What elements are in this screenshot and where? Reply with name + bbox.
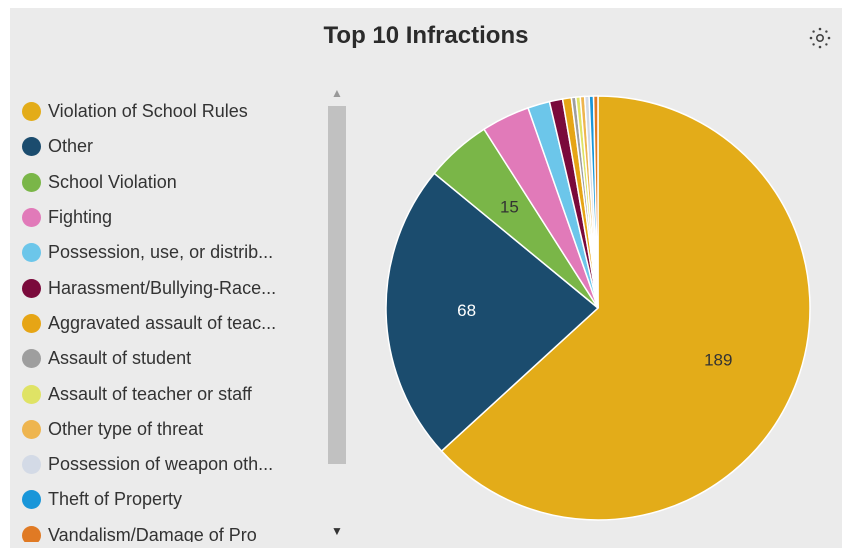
legend-item[interactable]: Assault of student [22,341,322,376]
legend-swatch [22,455,41,475]
legend-label: Assault of student [48,348,192,369]
pie-slice[interactable] [592,95,599,309]
chart-title: Top 10 Infractions [323,22,529,49]
legend-label: Theft of Property [48,489,183,510]
legend-label: Violation of School Rules [48,101,248,122]
legend-swatch [22,349,41,369]
legend-swatch [22,525,41,542]
legend-item[interactable]: Other type of threat [22,412,322,447]
legend-label: Other [48,136,94,157]
legend-label: Other type of threat [48,418,204,439]
slice-data-label: 189 [704,350,732,369]
legend-item[interactable]: Theft of Property [22,482,322,517]
slice-data-label: 68 [457,301,476,320]
legend-item[interactable]: Aggravated assault of teac... [22,306,322,341]
legend-swatch [22,490,41,510]
legend-item[interactable]: Violation of School Rules [22,94,322,129]
pie-chart: 189 68 15 [385,95,811,521]
chart-legend: Violation of School Rules Other School Vio… [22,94,322,542]
legend-swatch [22,102,41,122]
pie-slice[interactable] [385,172,600,453]
legend-label: Fighting [48,207,113,228]
legend-label: School Violation [48,171,177,192]
legend-item[interactable]: Other [22,129,322,164]
settings-icon[interactable] [808,26,832,50]
legend-swatch [22,278,41,298]
legend-label: Aggravated assault of teac... [48,312,277,333]
legend-swatch [22,313,41,333]
legend-scrollbar[interactable]: ▲ ▼ [326,84,348,540]
legend-item[interactable]: Assault of teacher or staff [22,376,322,411]
scroll-up-arrow[interactable]: ▲ [331,86,343,100]
scroll-down-arrow[interactable]: ▼ [331,524,343,538]
legend-label: Possession, use, or distrib... [48,242,274,263]
legend-swatch [22,208,41,228]
legend-swatch [22,172,41,192]
pie-slice[interactable] [440,95,811,521]
scroll-thumb[interactable] [328,106,346,464]
legend-swatch [22,243,41,263]
legend-item[interactable]: Vandalism/Damage of Pro [22,518,322,542]
chart-widget: Top 10 Infractions Violation of School R… [10,8,842,548]
legend-swatch [22,137,41,157]
legend-label: Possession of weapon oth... [48,454,274,475]
legend-label: Vandalism/Damage of Pro [48,524,257,542]
legend-item[interactable]: Possession of weapon oth... [22,447,322,482]
legend-item[interactable]: School Violation [22,165,322,200]
slice-data-label: 15 [500,198,519,217]
legend-item[interactable]: Possession, use, or distrib... [22,235,322,270]
legend-swatch [22,384,41,404]
legend-item[interactable]: Harassment/Bullying-Race... [22,270,322,305]
legend-swatch [22,419,41,439]
legend-label: Assault of teacher or staff [48,383,252,404]
legend-item[interactable]: Fighting [22,200,322,235]
legend-label: Harassment/Bullying-Race... [48,277,277,298]
